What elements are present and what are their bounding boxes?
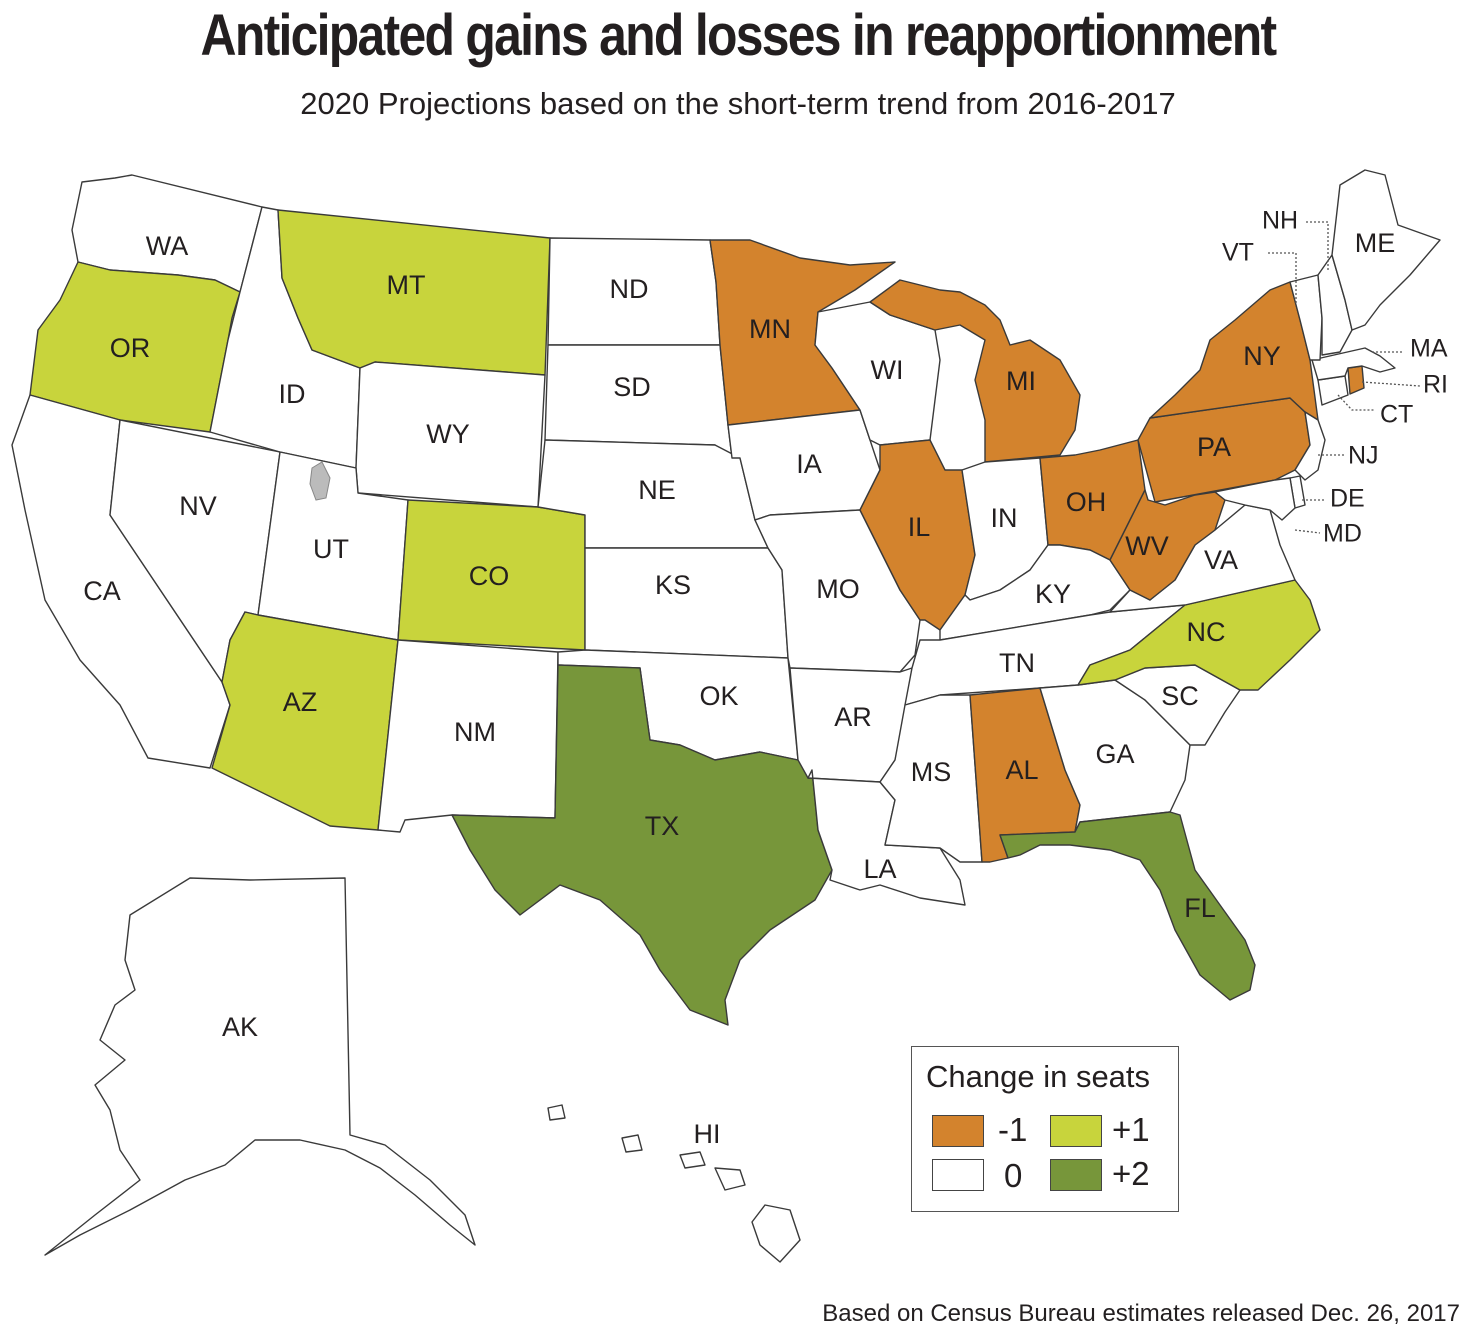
state-label-il: IL xyxy=(908,512,931,542)
state-NY xyxy=(1149,281,1319,421)
legend-swatch-plus1 xyxy=(1050,1115,1102,1147)
leader-line-nh xyxy=(1306,221,1329,270)
state-label-wi: WI xyxy=(871,355,904,385)
state-label-nc: NC xyxy=(1187,617,1226,647)
state-AZ xyxy=(211,611,399,831)
legend-label-plus1: +1 xyxy=(1112,1111,1150,1148)
legend-title: Change in seats xyxy=(926,1059,1151,1094)
state-label-in: IN xyxy=(991,503,1018,533)
state-label-ut: UT xyxy=(313,534,349,564)
state-ME xyxy=(1331,169,1441,331)
map-subtitle: 2020 Projections based on the short-term… xyxy=(300,86,1176,121)
legend-label-minus1: -1 xyxy=(998,1111,1028,1148)
state-label-de: DE xyxy=(1330,485,1365,513)
hawaii-island-niihau xyxy=(547,1104,566,1121)
state-label-tn: TN xyxy=(999,648,1035,678)
state-label-al: AL xyxy=(1005,755,1038,785)
state-label-ms: MS xyxy=(911,757,952,787)
state-RI xyxy=(1347,365,1365,395)
state-label-md: MD xyxy=(1323,520,1362,548)
state-AK xyxy=(44,877,476,1256)
state-NJ xyxy=(1294,411,1326,481)
state-label-hi: HI xyxy=(694,1119,721,1149)
state-label-ca: CA xyxy=(83,576,121,606)
state-MD xyxy=(1214,477,1296,521)
state-label-co: CO xyxy=(469,561,510,591)
state-label-tx: TX xyxy=(645,811,680,841)
state-label-mn: MN xyxy=(749,314,791,344)
state-label-fl: FL xyxy=(1184,893,1216,923)
state-label-mt: MT xyxy=(387,270,426,300)
state-label-nd: ND xyxy=(610,274,649,304)
state-label-nm: NM xyxy=(454,717,496,747)
legend-swatch-plus2 xyxy=(1050,1159,1102,1191)
state-label-ok: OK xyxy=(699,681,738,711)
state-CT xyxy=(1317,375,1349,406)
state-label-ak: AK xyxy=(222,1012,258,1042)
state-label-or: OR xyxy=(110,333,151,363)
leader-line-vt xyxy=(1268,252,1297,305)
state-label-mo: MO xyxy=(816,574,860,604)
legend: Change in seats -1 +1 0 +2 xyxy=(911,1046,1179,1212)
state-label-ga: GA xyxy=(1095,739,1134,769)
legend-label-zero: 0 xyxy=(1004,1157,1023,1194)
leader-line-ri xyxy=(1361,381,1421,387)
map-title: Anticipated gains and losses in reapport… xyxy=(200,3,1278,68)
state-KS xyxy=(584,547,789,659)
state-label-id: ID xyxy=(279,379,306,409)
state-label-la: LA xyxy=(863,854,896,884)
state-label-ks: KS xyxy=(655,570,691,600)
hawaii-island-maui xyxy=(714,1167,746,1191)
legend-swatch-minus1 xyxy=(932,1115,984,1147)
state-FL xyxy=(999,811,1256,1001)
leader-line-ct xyxy=(1337,394,1374,411)
state-label-ne: NE xyxy=(638,475,676,505)
state-label-sd: SD xyxy=(613,372,651,402)
hawaii-island-oahu xyxy=(679,1151,706,1169)
great-salt-lake xyxy=(309,461,331,501)
state-label-wv: WV xyxy=(1125,531,1169,561)
state-NC xyxy=(1077,579,1321,691)
state-HI xyxy=(751,1204,801,1263)
state-MI xyxy=(869,279,1081,463)
state-label-nh: NH xyxy=(1262,207,1298,235)
state-TX xyxy=(451,664,833,1026)
state-label-ar: AR xyxy=(834,702,872,732)
state-label-wy: WY xyxy=(426,419,470,449)
state-IL xyxy=(859,439,976,631)
state-MS xyxy=(879,694,983,863)
state-label-oh: OH xyxy=(1066,487,1107,517)
hawaii-island-kauai xyxy=(621,1134,643,1153)
state-label-vt: VT xyxy=(1222,239,1254,267)
state-label-ky: KY xyxy=(1035,579,1071,609)
state-label-nv: NV xyxy=(179,491,217,521)
source-note: Based on Census Bureau estimates release… xyxy=(822,1300,1460,1327)
state-label-me: ME xyxy=(1355,228,1396,258)
state-label-wa: WA xyxy=(146,231,189,261)
state-label-az: AZ xyxy=(283,687,318,717)
state-label-ct: CT xyxy=(1380,401,1413,429)
state-label-ny: NY xyxy=(1243,341,1281,371)
state-label-va: VA xyxy=(1204,545,1238,575)
legend-label-plus2: +2 xyxy=(1112,1155,1150,1192)
state-label-mi: MI xyxy=(1006,366,1036,396)
state-label-sc: SC xyxy=(1161,681,1199,711)
leader-line-md xyxy=(1294,529,1321,534)
state-label-ia: IA xyxy=(796,449,822,479)
state-label-pa: PA xyxy=(1197,432,1231,462)
state-label-ri: RI xyxy=(1423,371,1448,399)
state-label-nj: NJ xyxy=(1348,442,1379,470)
legend-swatch-zero xyxy=(932,1159,984,1191)
state-label-ma: MA xyxy=(1410,335,1448,363)
